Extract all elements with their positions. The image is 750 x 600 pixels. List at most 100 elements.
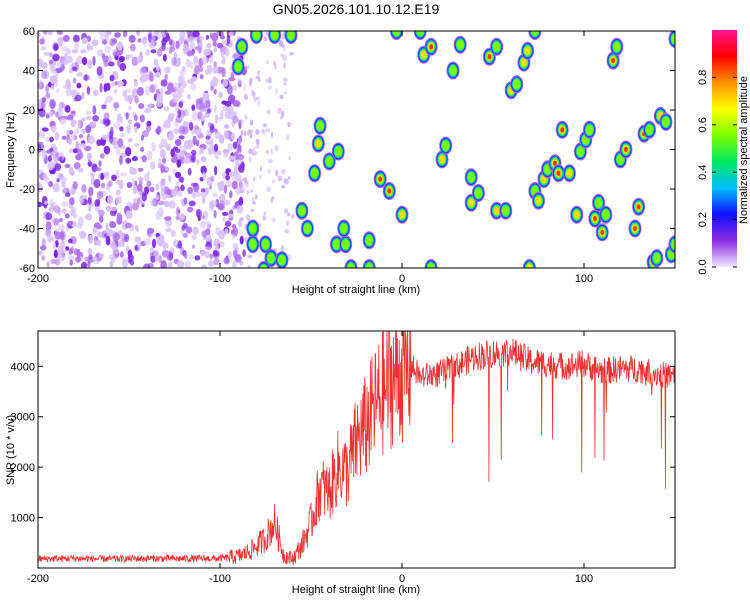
noise-speckle bbox=[126, 94, 134, 100]
noise-speckle bbox=[223, 150, 229, 158]
noise-speckle bbox=[199, 215, 206, 220]
blob-level bbox=[278, 254, 286, 266]
noise-speckle bbox=[170, 148, 175, 158]
noise-speckle bbox=[224, 228, 229, 235]
snr-y-tick-label: 4000 bbox=[11, 361, 35, 373]
noise-speckle bbox=[201, 264, 207, 268]
noise-speckle bbox=[167, 82, 175, 93]
blob-level bbox=[287, 31, 295, 41]
noise-speckle bbox=[194, 124, 199, 131]
blob-level bbox=[526, 264, 533, 268]
noise-speckle bbox=[160, 79, 168, 87]
noise-speckle bbox=[143, 263, 151, 268]
noise-speckle bbox=[247, 265, 251, 268]
noise-speckle bbox=[220, 31, 224, 40]
noise-speckle bbox=[119, 126, 124, 132]
noise-speckle bbox=[141, 192, 147, 202]
noise-speckle bbox=[92, 227, 98, 233]
noise-speckle bbox=[96, 224, 103, 230]
noise-speckle bbox=[88, 234, 94, 244]
colorbar: 0.0 0.2 0.4 0.6 0.8 Normalized spectral ampl… bbox=[697, 30, 750, 275]
noise-speckle bbox=[141, 66, 148, 73]
blob-level bbox=[492, 41, 501, 52]
colorbar-tick-label: 0.6 bbox=[697, 117, 709, 132]
noise-speckle bbox=[258, 174, 262, 180]
noise-speckle bbox=[150, 198, 157, 207]
noise-speckle bbox=[194, 64, 200, 75]
noise-speckle bbox=[147, 227, 155, 234]
noise-speckle bbox=[209, 184, 212, 190]
noise-speckle bbox=[188, 200, 196, 207]
noise-speckle bbox=[90, 175, 95, 185]
noise-speckle bbox=[41, 149, 47, 159]
noise-speckle bbox=[281, 185, 286, 189]
noise-speckle bbox=[225, 174, 231, 181]
spectrogram-y-tick-label: -40 bbox=[19, 224, 35, 236]
noise-speckle bbox=[213, 104, 217, 114]
noise-speckle bbox=[92, 105, 97, 115]
noise-speckle bbox=[252, 201, 256, 205]
noise-speckle bbox=[177, 190, 182, 197]
noise-speckle bbox=[200, 250, 205, 257]
noise-speckle bbox=[79, 195, 85, 204]
noise-speckle bbox=[178, 125, 186, 135]
noise-speckle bbox=[171, 97, 179, 103]
noise-speckle bbox=[141, 130, 149, 138]
blob-level bbox=[399, 210, 405, 219]
noise-speckle bbox=[143, 39, 147, 48]
blob-level bbox=[493, 206, 500, 215]
noise-speckle bbox=[99, 153, 105, 159]
noise-speckle bbox=[254, 195, 258, 200]
noise-speckle bbox=[38, 107, 46, 118]
spectral-blob bbox=[295, 201, 309, 220]
noise-speckle bbox=[120, 133, 126, 138]
blob-level bbox=[261, 239, 270, 250]
noise-speckle bbox=[210, 86, 214, 92]
snr-y-ticks: 1000 2000 3000 4000 bbox=[11, 361, 675, 525]
noise-speckle bbox=[248, 156, 252, 163]
noise-speckle bbox=[275, 169, 279, 177]
noise-speckle bbox=[120, 172, 128, 177]
noise-speckle bbox=[54, 131, 60, 141]
noise-speckle bbox=[134, 236, 142, 243]
noise-speckle bbox=[210, 137, 214, 148]
noise-speckle bbox=[127, 119, 133, 125]
spectral-blob bbox=[311, 134, 325, 153]
noise-speckle bbox=[113, 88, 118, 94]
noise-speckle bbox=[151, 238, 157, 249]
noise-speckle bbox=[125, 147, 132, 157]
noise-speckle bbox=[113, 101, 120, 109]
noise-speckle bbox=[85, 110, 92, 115]
noise-speckle bbox=[127, 105, 132, 111]
noise-speckle bbox=[164, 219, 172, 227]
noise-speckle bbox=[101, 53, 106, 60]
spectral-blob bbox=[322, 152, 336, 171]
noise-speckle bbox=[185, 226, 193, 234]
noise-speckle bbox=[291, 213, 295, 219]
noise-speckle bbox=[47, 155, 52, 163]
spectrogram-y-ticks: -60 -40 -20 0 20 40 60 bbox=[19, 26, 675, 275]
blob-level bbox=[441, 140, 450, 151]
noise-speckle bbox=[117, 80, 122, 87]
noise-speckle bbox=[182, 43, 189, 54]
spectral-blob bbox=[595, 223, 609, 242]
noise-speckle bbox=[98, 253, 105, 259]
noise-speckle bbox=[160, 163, 165, 174]
noise-speckle bbox=[91, 39, 99, 46]
noise-speckle bbox=[222, 216, 226, 222]
noise-speckle bbox=[229, 190, 233, 199]
noise-speckle bbox=[94, 236, 99, 241]
noise-speckle bbox=[143, 237, 151, 246]
noise-speckle bbox=[222, 79, 229, 87]
noise-speckle bbox=[209, 199, 217, 207]
noise-speckle bbox=[87, 261, 91, 268]
noise-speckle bbox=[263, 211, 267, 216]
noise-speckle bbox=[265, 128, 270, 133]
noise-speckle bbox=[92, 256, 98, 261]
noise-speckle bbox=[50, 125, 57, 133]
noise-speckle bbox=[72, 77, 77, 84]
noise-speckle bbox=[239, 259, 243, 266]
noise-speckle bbox=[215, 198, 220, 208]
blob-level bbox=[260, 264, 268, 268]
noise-speckle bbox=[119, 63, 127, 71]
